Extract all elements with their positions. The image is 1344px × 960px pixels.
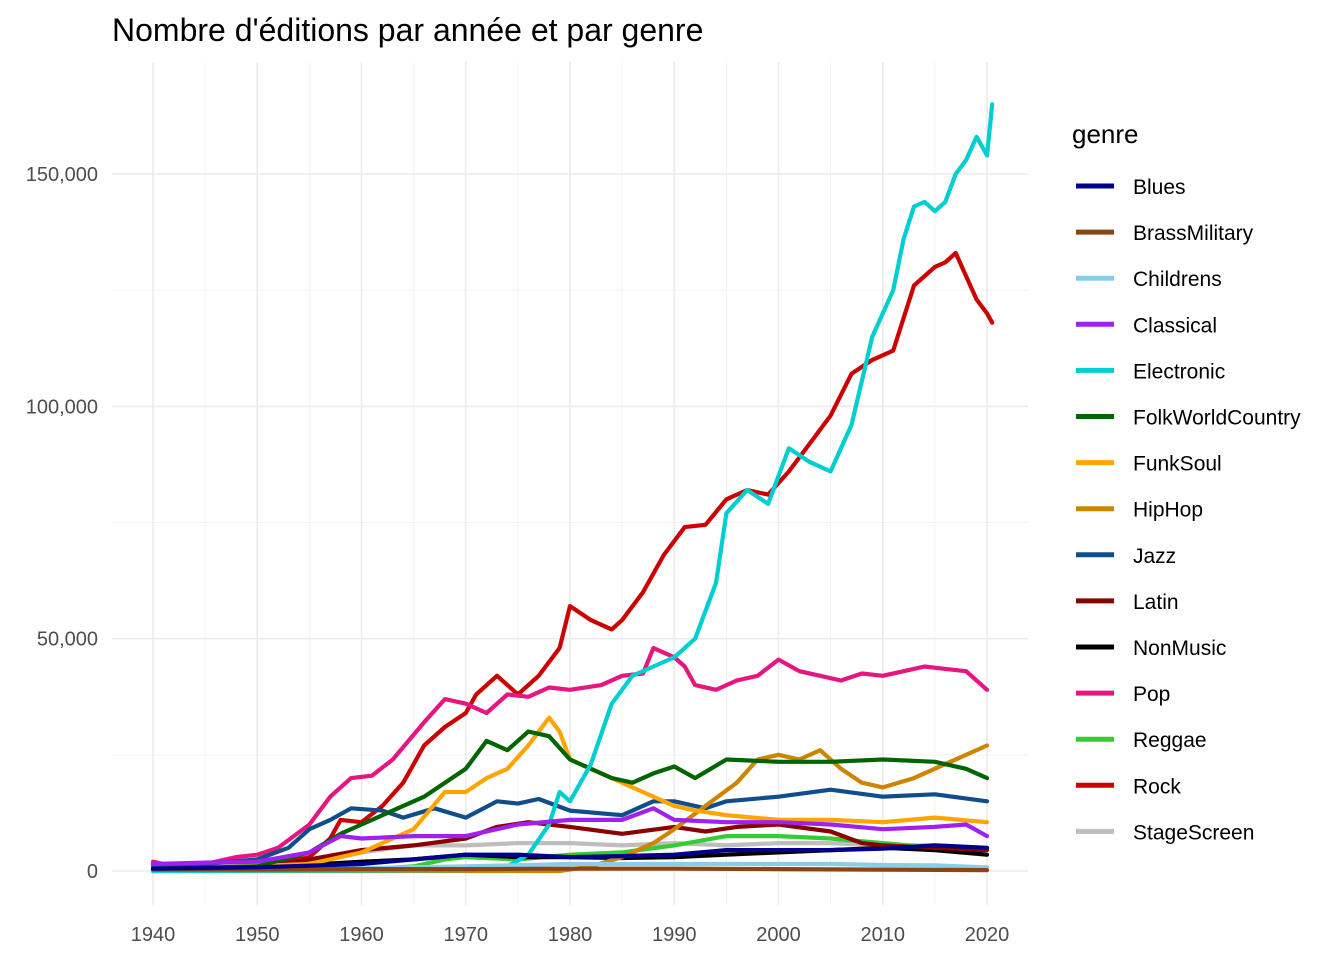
x-tick-label: 1990: [652, 924, 697, 946]
x-tick-label: 2020: [965, 924, 1010, 946]
series-line-electronic: [150, 102, 995, 874]
legend-label-stagescreen: StageScreen: [1133, 821, 1254, 844]
legend-label-childrens: Childrens: [1133, 268, 1222, 291]
series-line-classical: [150, 806, 990, 867]
x-tick-label: 1950: [235, 924, 280, 946]
series-line-blues: [150, 843, 990, 871]
y-axis-tick-labels: 0 50,000 100,000 150,000: [26, 164, 98, 883]
legend-label-classical: Classical: [1133, 314, 1217, 337]
legend-label-nonmusic: NonMusic: [1133, 637, 1226, 660]
x-tick-label: 1960: [339, 924, 384, 946]
legend-label-funksoul: FunkSoul: [1133, 453, 1222, 476]
legend-title: genre: [1072, 119, 1139, 149]
legend-label-rock: Rock: [1133, 775, 1181, 798]
legend-label-brassmilitary: BrassMilitary: [1133, 222, 1254, 245]
y-tick-label: 100,000: [26, 396, 98, 418]
series-line-folkworldcountry: [150, 729, 990, 871]
x-tick-label: 2000: [756, 924, 801, 946]
x-axis-tick-labels: 1940 1950 1960 1970 1980 1990 2000 2010 2020: [131, 924, 1010, 946]
series-line-pop: [150, 645, 990, 869]
legend-label-jazz: Jazz: [1133, 545, 1176, 568]
y-tick-label: 50,000: [37, 629, 98, 651]
series-line-latin: [150, 820, 990, 872]
legend-label-folkworldcountry: FolkWorldCountry: [1133, 407, 1301, 430]
x-tick-label: 1980: [548, 924, 593, 946]
major-gridlines: [112, 62, 1028, 905]
x-tick-label: 1940: [131, 924, 176, 946]
chart-title: Nombre d'éditions par année et par genre: [112, 12, 703, 48]
legend-label-pop: Pop: [1133, 683, 1170, 706]
legend-label-electronic: Electronic: [1133, 360, 1225, 383]
legend-label-hiphop: HipHop: [1133, 499, 1203, 522]
series-line-brassmilitary: [150, 866, 990, 873]
x-tick-label: 1970: [444, 924, 489, 946]
x-tick-label: 2010: [861, 924, 906, 946]
series-line-jazz: [150, 787, 990, 869]
series-line-rock: [150, 250, 995, 874]
legend-label-reggae: Reggae: [1133, 729, 1207, 752]
series-lines: [150, 102, 995, 874]
legend-label-latin: Latin: [1133, 591, 1179, 614]
legend-label-blues: Blues: [1133, 176, 1186, 199]
y-tick-label: 0: [87, 861, 98, 883]
y-tick-label: 150,000: [26, 164, 98, 186]
legend: genre Blues BrassMilitary Childrens Classic…: [1072, 119, 1301, 844]
